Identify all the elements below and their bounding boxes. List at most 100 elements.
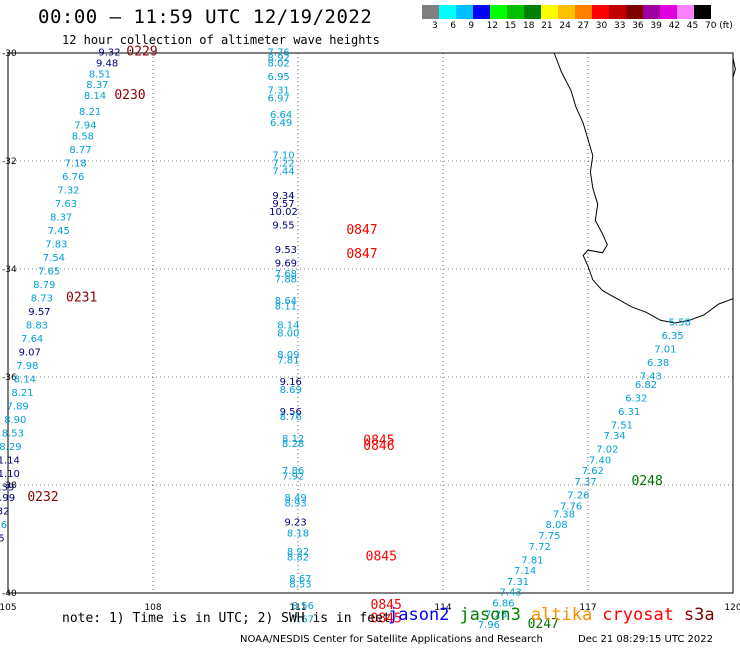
legend-label: 18 <box>523 21 535 31</box>
wave-height-value: 8.21 <box>11 388 33 399</box>
legend-label: 39 <box>650 21 662 31</box>
wave-height-value: 8.92 <box>287 547 309 558</box>
wave-height-value: 8.93 <box>284 499 306 510</box>
wave-height-value: 9.56 <box>280 407 302 418</box>
wave-height-value: 7.18 <box>65 158 87 169</box>
wave-height-value: 8.56 <box>292 601 314 612</box>
lat-tick-label: -30 <box>2 49 17 59</box>
pass-time-label: 0232 <box>27 490 58 505</box>
wave-height-value: 7.22 <box>272 158 294 169</box>
wave-height-value: 8.67 <box>289 574 311 585</box>
wave-height-value: 7.68 <box>275 269 297 280</box>
wave-height-value: 9.57 <box>272 199 294 210</box>
wave-height-value: 9.23 <box>284 518 306 529</box>
wave-height-value: 8.09 <box>277 350 299 361</box>
lat-tick-label: -32 <box>2 157 17 167</box>
wave-height-value: 7.34 <box>603 431 625 442</box>
wave-height-value: 8.53 <box>289 580 311 591</box>
legend-swatch <box>592 5 609 19</box>
wave-height-value: 7.14 <box>514 566 536 577</box>
wave-height-value: 7.02 <box>596 445 618 456</box>
color-legend <box>422 5 711 19</box>
wave-height-value: 8.53 <box>2 428 24 439</box>
legend-swatch <box>609 5 626 19</box>
wave-height-value: 7.98 <box>16 361 38 372</box>
wave-height-value: 6.82 <box>635 380 657 391</box>
pass-time-label: 0847 <box>346 223 377 238</box>
legend-label: 12 <box>486 21 499 31</box>
wave-height-value: 7.81 <box>521 555 543 566</box>
wave-height-value: 8.21 <box>79 107 101 118</box>
legend-label: 30 <box>595 21 608 31</box>
legend-swatch <box>694 5 711 19</box>
pass-time-label: 0845 <box>363 434 394 449</box>
footer-note: note: 1) Time is in UTC; 2) SWH is in fe… <box>62 611 391 626</box>
legend-label: 45 <box>686 21 699 31</box>
legend-label: 15 <box>504 21 517 31</box>
legend-swatch <box>575 5 592 19</box>
color-legend-labels: 3 6 9 12 15 18 21 24 27 30 33 36 39 42 45 70 (ft) <box>428 21 740 33</box>
wave-height-value: 8.37 <box>50 212 72 223</box>
legend-swatch <box>473 5 490 19</box>
wave-height-value: 7.75 <box>538 531 560 542</box>
wave-height-value: 8.28 <box>282 439 304 450</box>
legend-swatch <box>507 5 524 19</box>
wave-height-value: 7.67 <box>292 615 314 626</box>
wave-height-value: 7.32 <box>57 185 79 196</box>
wave-height-value: 7.86 <box>282 466 304 477</box>
wave-height-value: 6.95 <box>268 72 290 83</box>
legend-label: 3 <box>432 21 438 31</box>
legend-label: 24 <box>559 21 571 31</box>
pass-time-label: 0248 <box>632 474 663 489</box>
wave-height-value: 8.18 <box>287 528 309 539</box>
wave-height-value: 7.28 <box>485 609 507 620</box>
lon-tick-label: 108 <box>144 603 161 613</box>
legend-label: (ft) <box>719 21 733 31</box>
wave-height-value: 10.02 <box>269 207 298 218</box>
pass-time-label: 0247 <box>528 617 559 632</box>
legend-label: 42 <box>668 21 681 31</box>
legend-swatch <box>677 5 694 19</box>
wave-height-value: 6.31 <box>618 407 640 418</box>
pass-time-label: 0845 <box>371 612 402 627</box>
wave-height-value: 6.49 <box>270 118 292 129</box>
wave-height-value: 8.51 <box>89 69 111 80</box>
legend-swatch <box>439 5 456 19</box>
wave-height-value: 11.10 <box>0 469 20 480</box>
island-outline <box>732 58 736 78</box>
wave-height-value: 7.65 <box>38 266 60 277</box>
wave-height-value: 7.94 <box>74 121 96 132</box>
map-title: 00:00 — 11:59 UTC 12/19/2022 <box>38 6 373 28</box>
satellite-cryosat: cryosat <box>602 605 674 625</box>
wave-height-value: 8.37 <box>86 80 108 91</box>
wave-height-value: 7.96 <box>478 620 500 631</box>
legend-swatch <box>643 5 660 19</box>
lon-tick-label: 114 <box>434 603 451 613</box>
wave-height-value: 9.34 <box>272 191 294 202</box>
wave-height-value: 8.58 <box>72 131 94 142</box>
legend-swatch <box>490 5 507 19</box>
legend-swatch <box>456 5 473 19</box>
wave-height-value: 7.81 <box>277 356 299 367</box>
wave-height-value: 9.32 <box>0 507 9 518</box>
wave-height-value: 7.76 <box>560 501 582 512</box>
wave-height-value: 9.07 <box>19 347 41 358</box>
wave-height-value: 8.76 <box>280 412 302 423</box>
wave-height-value: 7.01 <box>654 345 676 356</box>
legend-label: 9 <box>468 21 475 31</box>
wave-height-value: 8.14 <box>14 374 36 385</box>
map-subtitle: 12 hour collection of altimeter wave hei… <box>62 33 380 47</box>
wave-height-value: 9.69 <box>275 258 297 269</box>
map-frame <box>7 52 734 594</box>
wave-height-value: 7.51 <box>611 420 633 431</box>
wave-height-value: 8.90 <box>4 415 26 426</box>
pass-time-label: 0846 <box>363 439 394 454</box>
lon-tick-label: 120 <box>724 603 740 613</box>
wave-height-value: 8.64 <box>275 296 297 307</box>
wave-height-value: 9.39 <box>0 482 14 493</box>
wave-height-value: 11.14 <box>0 455 20 466</box>
wave-height-value: 7.31 <box>507 577 529 588</box>
wave-height-value: 8.12 <box>282 434 304 445</box>
wave-height-value: 8.11 <box>275 302 297 313</box>
wave-height-value: 7.40 <box>589 455 611 466</box>
